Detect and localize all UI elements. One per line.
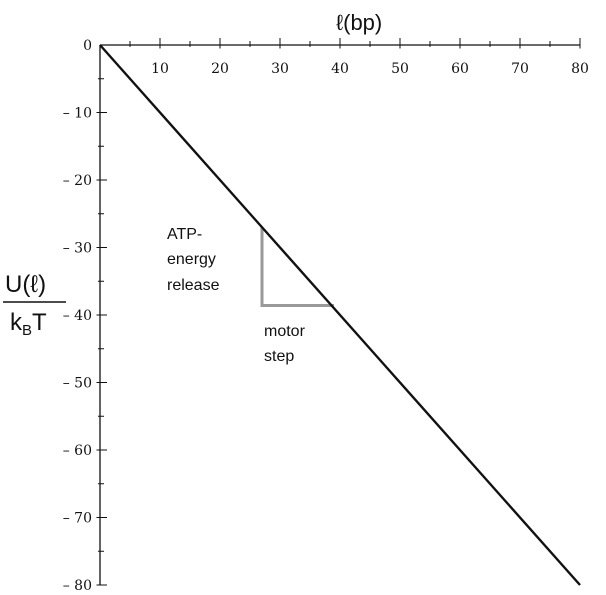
annotation-motor-line: motor [264, 323, 306, 340]
x-tick-label: 50 [391, 61, 409, 77]
x-tick-label: 60 [451, 61, 469, 77]
annotation-step-line: step [264, 348, 294, 365]
y-axis-title: U(ℓ) kBT [3, 271, 66, 339]
y-tick-label: – 50 [63, 376, 92, 392]
grid-layer: 10 20 30 40 50 60 70 80 0 – 10 – 20 – 30 – 40 – 50 – 6… [63, 38, 589, 594]
potential-line [99, 44, 581, 586]
x-tick-label: 10 [151, 61, 169, 77]
x-tick-label: 70 [511, 61, 529, 77]
annotation-atp-line: ATP- [167, 226, 202, 243]
x-tick-label: 80 [571, 61, 589, 77]
motor-step-annotation: motor step [264, 323, 306, 365]
atp-energy-release-annotation: ATP- energy release [167, 226, 220, 294]
y-tick-label: – 20 [63, 173, 92, 189]
x-tick-label: 30 [271, 61, 289, 77]
y-tick-label: – 80 [63, 578, 92, 594]
y-tick-label: – 10 [63, 106, 92, 122]
y-axis-title-denominator: kBT [10, 309, 47, 339]
marks-layer [99, 44, 581, 586]
x-tick-label: 40 [331, 61, 349, 77]
annotation-energy-line: energy [167, 251, 216, 268]
y-tick-label: – 60 [63, 443, 92, 459]
y-tick-label: – 70 [63, 511, 92, 527]
y-tick-label: – 40 [63, 308, 92, 324]
x-axis-title: ℓ(bp) [336, 10, 382, 35]
motor-step-marker [260, 227, 334, 308]
y-axis-title-numerator: U(ℓ) [5, 271, 46, 298]
y-tick-label: – 30 [63, 241, 92, 257]
y-tick-label: 0 [83, 38, 92, 54]
annotation-release-line: release [167, 277, 220, 294]
x-tick-label: 20 [211, 61, 229, 77]
